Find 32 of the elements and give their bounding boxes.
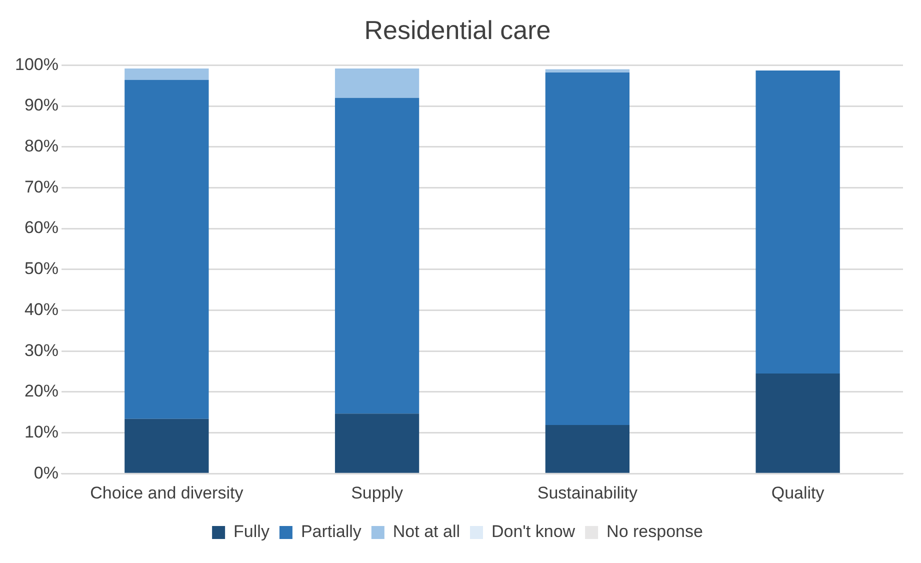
y-tick-label: 100% [14,54,58,74]
y-tick-label: 50% [24,259,58,278]
bar [545,69,630,73]
y-tick-label: 90% [24,96,58,115]
bar [334,98,420,414]
x-tick-label: Supply [351,483,404,502]
legend-label: No response [606,522,703,542]
chart-title: Residential care [364,14,551,45]
bar [334,68,420,98]
y-tick-label: 70% [24,177,58,196]
x-tick-label: Choice and diversity [90,483,244,502]
x-tick-label: Quality [771,483,825,502]
y-tick-label: 80% [24,136,58,156]
bar [756,70,840,374]
legend-label: Fully [234,522,270,542]
bar [545,425,630,473]
y-tick-label: 60% [24,218,58,238]
legend-label: Don't know [491,522,576,542]
bar [124,68,209,80]
legend-label: Not at all [392,522,460,542]
y-tick-label: 0% [34,463,58,482]
y-tick-label: 30% [24,340,58,360]
x-tick-label: Sustainability [537,483,638,502]
legend-label: Partially [300,522,362,542]
y-tick-label: 20% [24,382,58,401]
y-tick-label: 40% [24,300,58,319]
bar [124,418,209,473]
y-tick-label: 10% [24,422,58,442]
bar [756,374,840,473]
bar [334,414,420,473]
bar [545,72,630,425]
bar [124,80,209,419]
